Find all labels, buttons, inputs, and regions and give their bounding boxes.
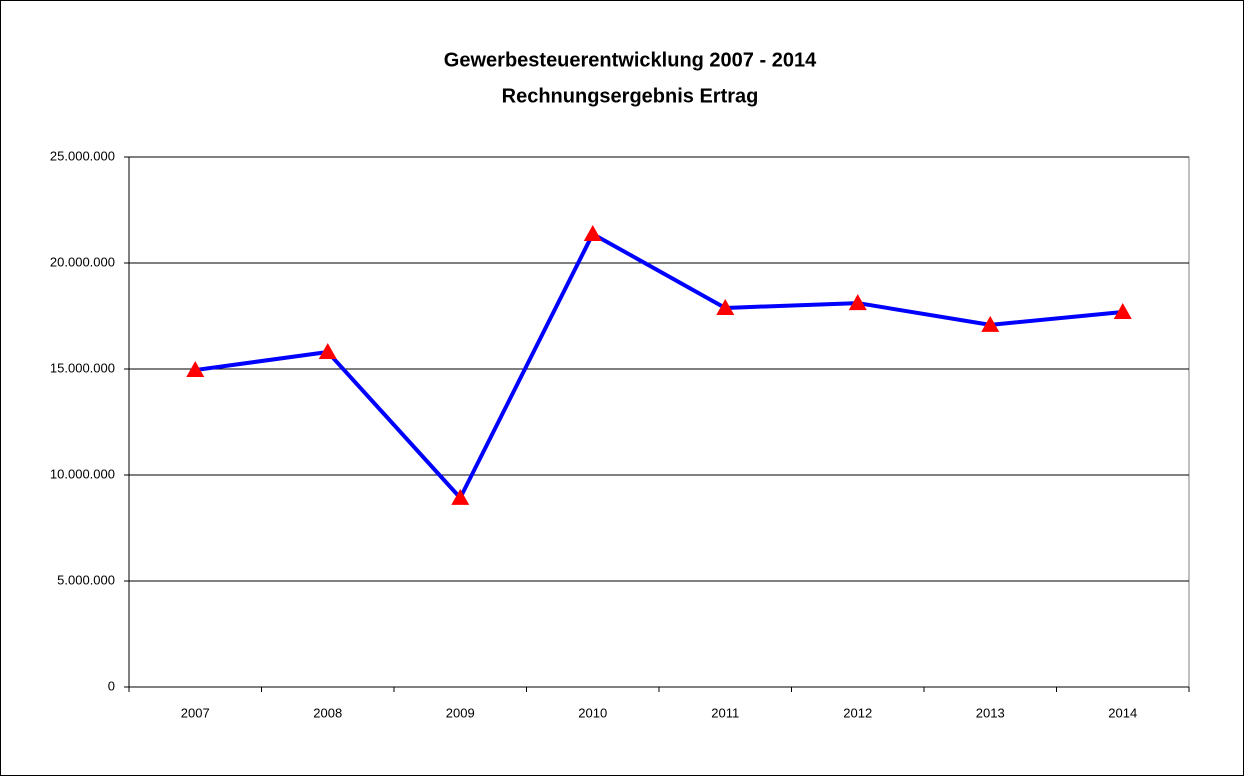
data-marker	[318, 343, 337, 360]
data-marker	[981, 315, 1000, 332]
data-marker	[716, 298, 735, 315]
x-tick-label: 2007	[181, 705, 210, 720]
chart-subtitle: Rechnungsergebnis Ertrag	[502, 85, 759, 107]
data-marker	[1113, 302, 1132, 319]
chart-title: Gewerbesteuerentwicklung 2007 - 2014	[444, 49, 817, 71]
y-tick-label: 25.000.000	[50, 148, 115, 163]
data-line	[194, 231, 1123, 500]
x-tick-label: 2012	[843, 705, 872, 720]
y-tick-label: 0	[108, 678, 115, 693]
y-tick-label: 20.000.000	[50, 254, 115, 269]
data-marker	[583, 224, 602, 241]
x-tick-label: 2008	[313, 705, 342, 720]
y-tick-label: 15.000.000	[50, 360, 115, 375]
x-tick-label: 2010	[578, 705, 607, 720]
x-tick-label: 2011	[711, 705, 739, 720]
data-marker	[186, 361, 205, 378]
x-tick-label: 2013	[976, 705, 1005, 720]
x-tick-label: 2014	[1108, 705, 1137, 720]
x-tick-label: 2009	[446, 705, 475, 720]
data-marker	[848, 294, 867, 311]
y-tick-label: 10.000.000	[50, 466, 115, 481]
data-marker	[451, 488, 470, 505]
y-tick-label: 5.000.000	[57, 572, 115, 587]
